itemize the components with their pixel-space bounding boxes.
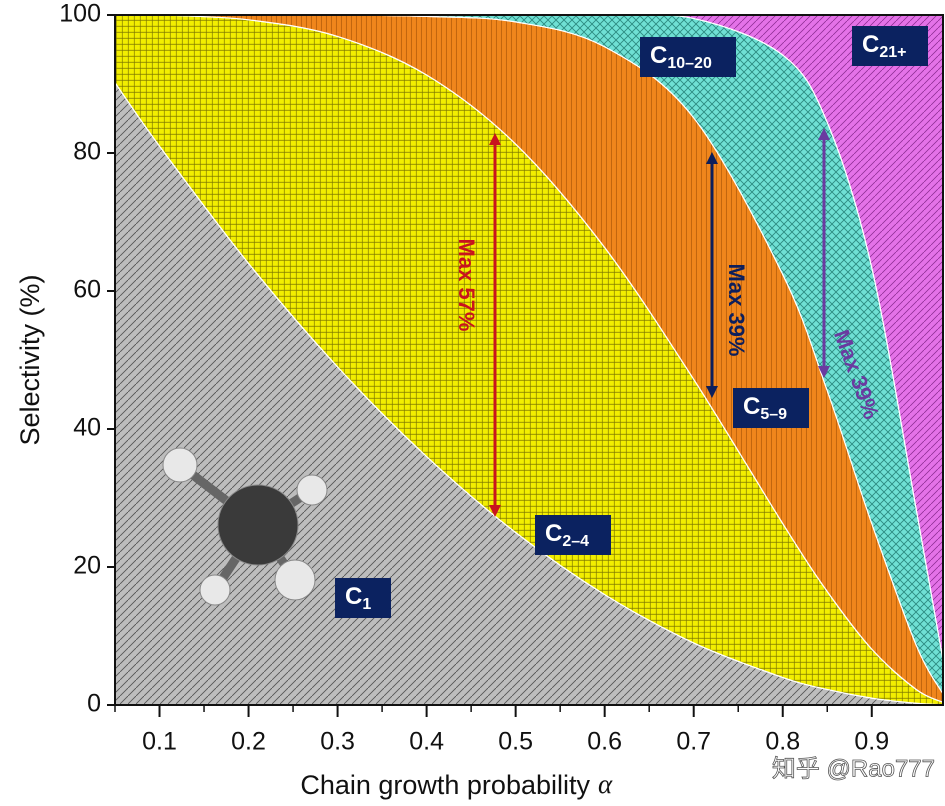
x-tick-label: 0.9 xyxy=(854,728,889,756)
x-tick-label: 0.3 xyxy=(320,728,355,756)
series-label: C2–4 xyxy=(545,520,589,550)
y-tick-label: 20 xyxy=(73,552,101,580)
atom xyxy=(199,574,231,606)
series-subscript: 2–4 xyxy=(562,533,589,550)
series-label: C1 xyxy=(345,583,371,613)
label-box xyxy=(335,578,391,618)
series-subscript: 1 xyxy=(362,596,371,613)
label-box xyxy=(535,515,611,555)
x-tick-label: 0.6 xyxy=(587,728,622,756)
label-box xyxy=(733,388,809,428)
y-tick-label: 0 xyxy=(87,690,101,718)
x-tick-label: 0.8 xyxy=(765,728,800,756)
y-tick-label: 60 xyxy=(73,276,101,304)
x-tick-label: 0.4 xyxy=(409,728,444,756)
series-subscript: 5–9 xyxy=(760,406,787,423)
series-name: C xyxy=(743,393,760,420)
label-box xyxy=(640,37,736,77)
series-label: C21+ xyxy=(862,31,906,61)
atom xyxy=(217,484,299,566)
series-name: C xyxy=(345,583,362,610)
x-tick-label: 0.2 xyxy=(231,728,266,756)
series-name: C xyxy=(545,520,562,547)
y-tick-label: 100 xyxy=(59,0,101,28)
series-label: C5–9 xyxy=(743,393,787,423)
y-tick-label: 40 xyxy=(73,414,101,442)
x-axis-title: Chain growth probability xyxy=(300,770,590,800)
annotation: Max 39% xyxy=(724,264,749,357)
x-tick-label: 0.1 xyxy=(142,728,177,756)
y-tick-label: 80 xyxy=(73,138,101,166)
series-name: C xyxy=(862,31,879,58)
atom xyxy=(162,447,198,483)
label-box xyxy=(852,26,928,66)
annotation: Max 57% xyxy=(454,239,479,332)
series-subscript: 21+ xyxy=(879,44,906,61)
atom xyxy=(296,474,328,506)
x-tick-label: 0.5 xyxy=(498,728,533,756)
series-name: C xyxy=(650,42,667,69)
x-tick-label: 0.7 xyxy=(676,728,711,756)
x-axis-symbol: α xyxy=(598,769,613,799)
atom xyxy=(274,559,316,601)
y-axis-title: Selectivity (%) xyxy=(15,274,45,445)
series-subscript: 10–20 xyxy=(667,55,712,72)
watermark: 知乎 @Rao777 xyxy=(772,755,935,782)
series-label: C10–20 xyxy=(650,42,712,72)
plot-frame xyxy=(114,14,944,706)
